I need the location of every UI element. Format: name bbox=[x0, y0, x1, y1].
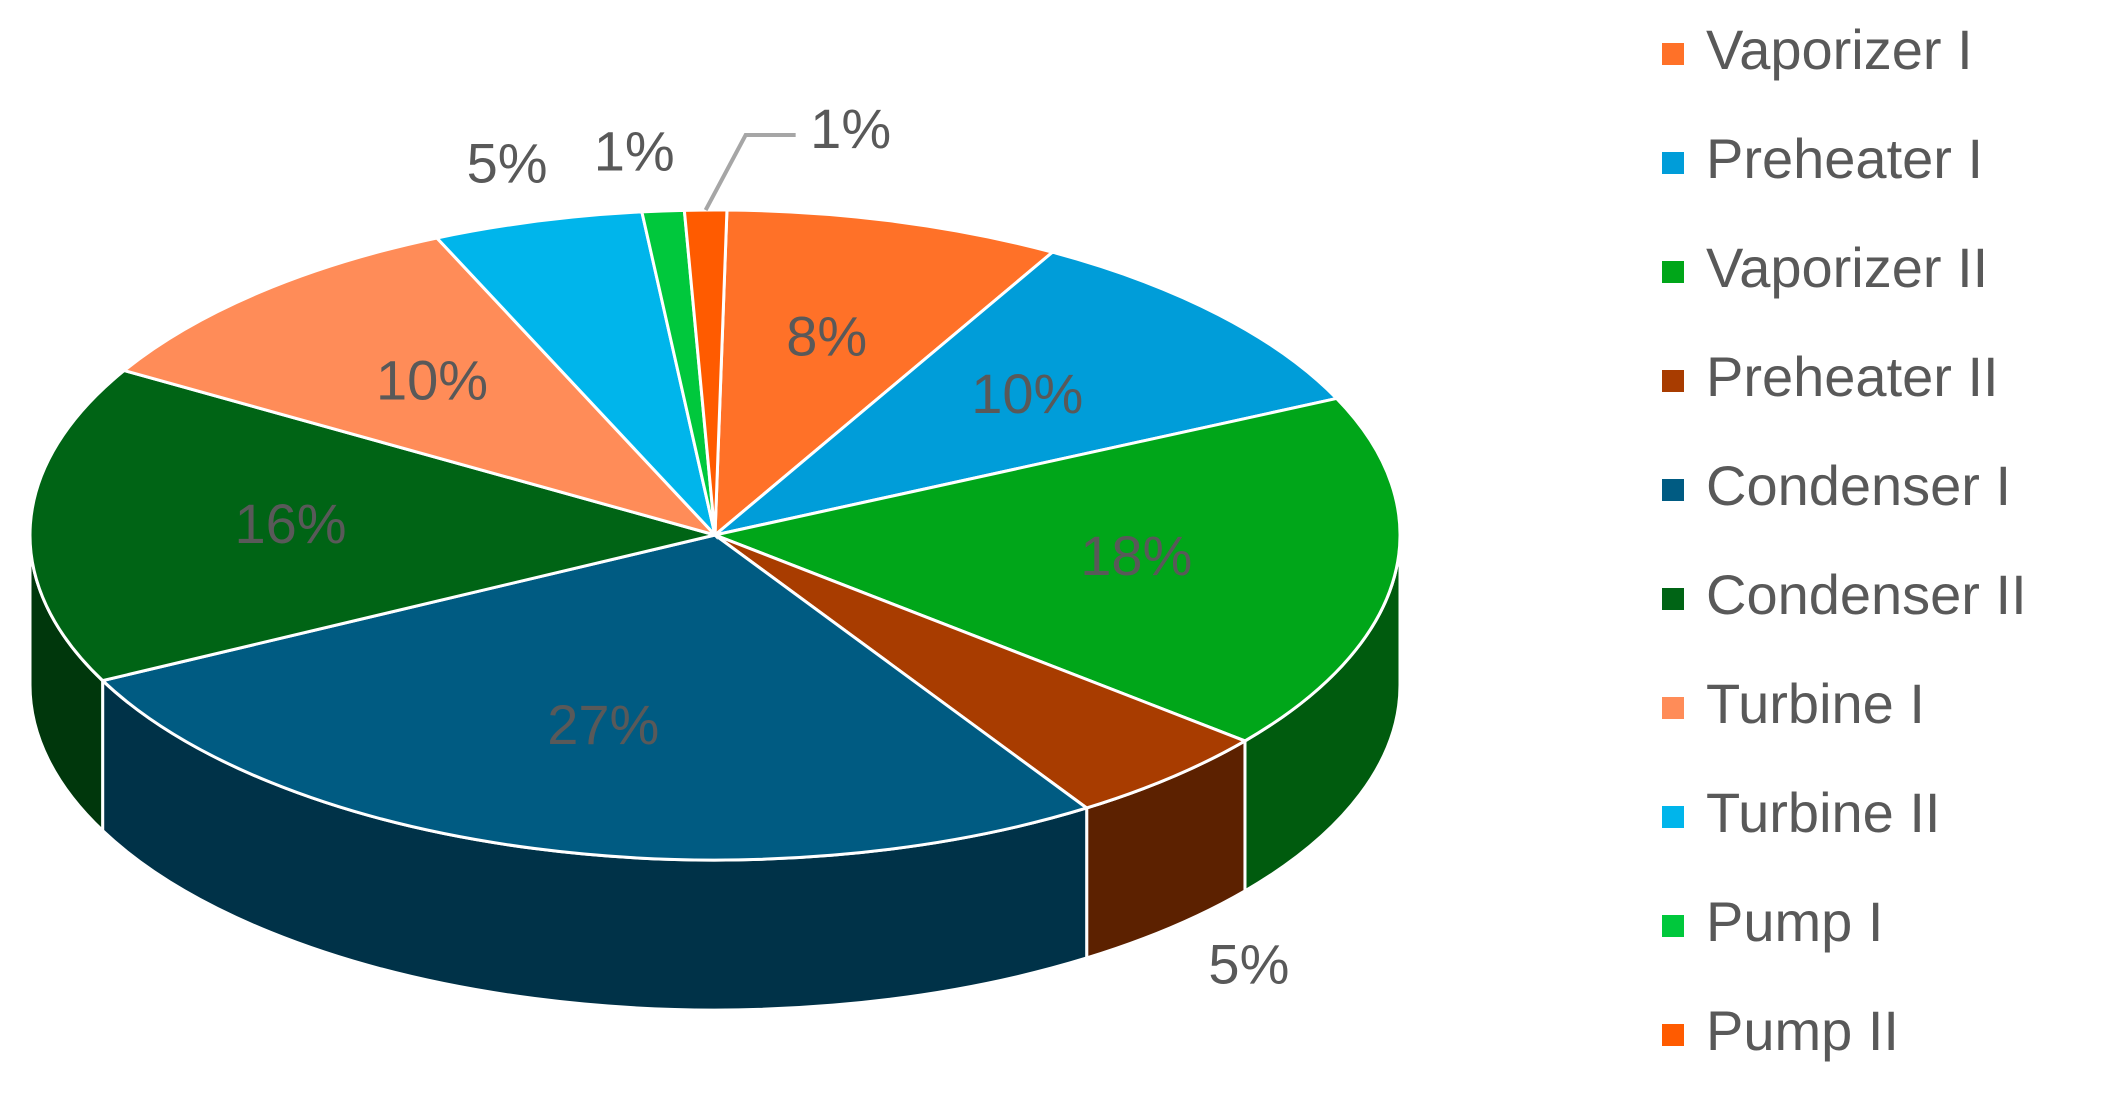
slice bbox=[713, 208, 1056, 539]
legend-swatch bbox=[1662, 261, 1684, 283]
legend-swatch bbox=[1662, 697, 1684, 719]
legend-label: Pump II bbox=[1706, 999, 1899, 1062]
legend-swatch bbox=[1662, 1024, 1684, 1046]
legend-label: Vaporizer I bbox=[1706, 18, 1973, 81]
slice bbox=[99, 533, 1090, 862]
legend-swatch bbox=[1662, 806, 1684, 828]
data-label: 5% bbox=[467, 132, 548, 195]
data-label: 1% bbox=[810, 97, 891, 160]
data-label: 10% bbox=[376, 349, 488, 412]
data-label: 5% bbox=[1208, 932, 1289, 995]
legend-swatch bbox=[1662, 152, 1684, 174]
data-label: 8% bbox=[786, 304, 867, 367]
slice bbox=[434, 210, 718, 541]
data-label: 27% bbox=[547, 693, 659, 756]
slice bbox=[714, 250, 1340, 537]
slice bbox=[714, 533, 1249, 810]
legend-label: Condenser I bbox=[1706, 454, 2011, 517]
legend-swatch bbox=[1662, 43, 1684, 65]
data-label: 16% bbox=[234, 492, 346, 555]
legend: Vaporizer I Preheater I Vaporizer II Prehea… bbox=[1662, 18, 2027, 1062]
legend-label: Turbine II bbox=[1706, 781, 1940, 844]
data-labels: 8% 10% 18% 5% 27% 16% 10% 5% 1% 1% bbox=[234, 97, 1289, 996]
slice bbox=[709, 396, 1402, 743]
legend-swatch bbox=[1662, 588, 1684, 610]
legend-swatch bbox=[1662, 915, 1684, 937]
data-label: 1% bbox=[594, 120, 675, 183]
legend-swatch bbox=[1662, 370, 1684, 392]
data-label: 18% bbox=[1080, 524, 1192, 587]
data-label: 10% bbox=[971, 362, 1083, 425]
slice bbox=[28, 368, 716, 683]
leader-line bbox=[703, 133, 796, 211]
slice bbox=[121, 236, 720, 538]
legend-label: Preheater I bbox=[1706, 127, 1983, 190]
legend-swatch bbox=[1662, 479, 1684, 501]
legend-label: Pump I bbox=[1706, 890, 1883, 953]
legend-label: Preheater II bbox=[1706, 345, 1999, 408]
legend-label: Condenser II bbox=[1706, 563, 2027, 626]
pie-tops bbox=[28, 208, 1402, 862]
legend-label: Turbine I bbox=[1706, 672, 1925, 735]
legend-label: Vaporizer II bbox=[1706, 236, 1988, 299]
